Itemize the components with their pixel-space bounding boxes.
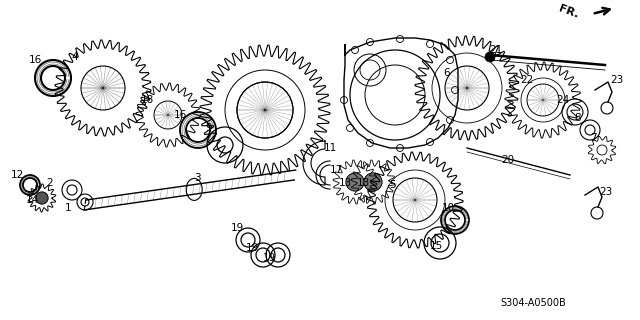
Text: 9: 9: [205, 123, 212, 133]
Circle shape: [485, 52, 495, 62]
Text: 19: 19: [245, 243, 259, 253]
Text: 4: 4: [72, 52, 78, 62]
Text: 8: 8: [575, 113, 581, 123]
Text: 23: 23: [611, 75, 623, 85]
Text: 19: 19: [262, 253, 276, 263]
Text: 3: 3: [194, 173, 200, 183]
Text: 22: 22: [520, 75, 534, 85]
Text: 13: 13: [356, 178, 370, 188]
Text: 21: 21: [490, 45, 502, 55]
Text: 2: 2: [47, 178, 53, 188]
Text: 18: 18: [140, 95, 154, 105]
Text: 23: 23: [600, 187, 612, 197]
Text: 15: 15: [429, 241, 443, 251]
Text: 14: 14: [26, 195, 38, 205]
Text: 16: 16: [173, 110, 187, 120]
Text: 17: 17: [330, 165, 342, 175]
Text: FR.: FR.: [557, 4, 580, 20]
Circle shape: [36, 192, 48, 204]
Text: 10: 10: [442, 203, 454, 213]
Circle shape: [346, 173, 364, 191]
Text: 16: 16: [28, 55, 42, 65]
Text: 11: 11: [323, 143, 337, 153]
Circle shape: [364, 173, 382, 191]
Text: 24: 24: [556, 95, 570, 105]
Text: 12: 12: [10, 170, 24, 180]
Text: S304-A0500B: S304-A0500B: [500, 298, 566, 308]
Text: 7: 7: [589, 133, 596, 143]
Text: 19: 19: [230, 223, 244, 233]
Text: 20: 20: [501, 155, 515, 165]
Text: 1: 1: [65, 203, 71, 213]
Text: 6: 6: [444, 68, 451, 78]
Text: 13: 13: [339, 178, 351, 188]
Text: 5: 5: [388, 180, 396, 190]
